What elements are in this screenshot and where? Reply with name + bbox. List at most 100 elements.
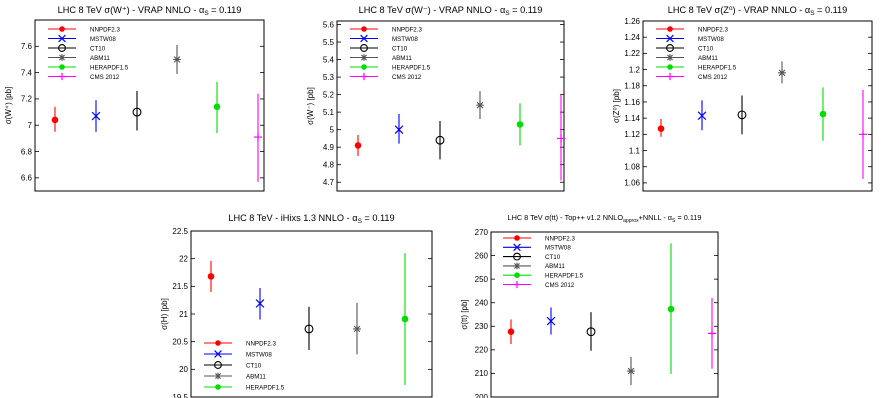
legend-label: MSTW08 (90, 36, 116, 43)
y-tick-label: 260 (475, 251, 489, 260)
legend-marker (59, 26, 65, 32)
data-marker (394, 125, 404, 134)
data-marker (556, 134, 566, 143)
data-point-abm11 (778, 61, 786, 84)
legend-marker (514, 235, 520, 241)
legend-label: ABM11 (392, 55, 412, 62)
data-point-nnpdf2-3 (657, 118, 665, 137)
data-marker (304, 324, 314, 334)
y-tick-label: 7.6 (21, 42, 33, 51)
data-point-abm11 (627, 356, 635, 386)
data-marker (255, 299, 265, 308)
data-point-ct10 (132, 91, 142, 131)
legend-label: MSTW08 (392, 36, 418, 43)
plot-frame (490, 231, 719, 398)
legend-marker (215, 384, 221, 390)
y-tick-label: 1.22 (624, 49, 640, 58)
y-tick-label: 19.5 (172, 393, 188, 398)
y-tick-label: 5 (330, 125, 335, 134)
legend-label: CT10 (545, 254, 561, 261)
legend-item-herapdf1-5: HERAPDF1.5 (350, 64, 431, 71)
y-tick-label: 1.26 (624, 17, 640, 26)
y-tick-label: 230 (475, 322, 489, 331)
data-marker (91, 111, 101, 121)
y-tick-label: 7.4 (21, 68, 33, 77)
y-tick-label: 1.12 (624, 130, 640, 139)
legend-marker (667, 64, 673, 70)
legend-item-ct10: CT10 (204, 361, 262, 369)
data-point-ct10 (737, 95, 747, 135)
y-tick-label: 21 (179, 310, 188, 319)
data-point-herapdf1-5 (516, 103, 524, 146)
legend-item-ct10: CT10 (656, 44, 714, 52)
plot-frame (336, 20, 565, 192)
legend-item-nnpdf2-3: NNPDF2.3 (350, 26, 422, 33)
legend-label: MSTW08 (698, 36, 724, 43)
legend-marker (58, 72, 66, 81)
legend-marker (215, 340, 221, 346)
legend-item-mstw08: MSTW08 (204, 350, 272, 358)
legend-marker (58, 44, 66, 52)
legend-item-ct10: CT10 (503, 252, 561, 261)
y-tick-label: 20.5 (172, 337, 188, 346)
legend-item-nnpdf2-3: NNPDF2.3 (656, 26, 728, 33)
legend-label: CMS 2012 (698, 74, 728, 81)
data-marker (586, 327, 596, 337)
data-point-mstw08 (546, 307, 556, 335)
y-tick-label: 1.1 (629, 146, 641, 155)
legend-marker (360, 44, 368, 52)
y-tick-label: 4.7 (323, 178, 335, 187)
legend-item-ct10: CT10 (48, 44, 106, 52)
data-marker (435, 135, 445, 145)
legend-label: MSTW08 (545, 245, 571, 252)
legend-label: ABM11 (246, 373, 266, 380)
legend-marker (513, 280, 521, 289)
chart-panel-wminus: LHC 8 TeV σ(W⁻) - VRAP NNLO - αS = 0.119… (306, 5, 566, 192)
y-axis-label: σ(Z⁰) [pb] (612, 89, 621, 123)
legend-label: CT10 (698, 45, 714, 52)
data-point-ct10 (304, 306, 314, 350)
y-axis-label: σ(tt) [pb] (460, 299, 469, 329)
data-point-ct10 (435, 120, 445, 160)
legend-item-abm11: ABM11 (350, 54, 412, 62)
legend-marker (58, 34, 66, 43)
data-marker (401, 315, 409, 323)
legend-label: NNPDF2.3 (246, 340, 276, 347)
legend-marker (514, 272, 520, 279)
legend-marker (666, 34, 674, 43)
data-marker (627, 367, 635, 375)
y-tick-label: 6.8 (21, 147, 33, 156)
y-tick-label: 250 (475, 275, 489, 284)
legend-marker (58, 54, 66, 61)
legend-marker (360, 72, 368, 81)
y-tick-label: 5.5 (323, 38, 335, 47)
legend-marker (360, 54, 368, 61)
legend-marker (361, 64, 367, 70)
data-point-cms-2012 (556, 94, 566, 181)
data-marker (667, 305, 675, 313)
data-point-herapdf1-5 (667, 243, 675, 374)
y-tick-label: 5.1 (323, 108, 335, 117)
data-marker (858, 130, 868, 139)
y-tick-label: 7.2 (21, 95, 33, 104)
legend-item-abm11: ABM11 (48, 54, 110, 62)
legend-label: ABM11 (545, 263, 565, 270)
data-point-mstw08 (697, 100, 707, 131)
legend-label: NNPDF2.3 (698, 26, 728, 33)
legend-marker (666, 44, 674, 52)
data-point-cms-2012 (858, 89, 868, 179)
data-point-abm11 (476, 91, 484, 120)
legend-item-abm11: ABM11 (503, 262, 565, 270)
plot-frame (34, 19, 265, 192)
legend-item-mstw08: MSTW08 (656, 34, 724, 43)
legend-label: NNPDF2.3 (392, 26, 422, 33)
y-tick-label: 1.08 (624, 163, 640, 172)
data-marker (132, 107, 142, 117)
legend-item-herapdf1-5: HERAPDF1.5 (48, 64, 129, 71)
data-marker (697, 111, 707, 121)
y-axis-label: σ(W⁻) [pb] (306, 87, 315, 125)
legend-label: CMS 2012 (545, 282, 575, 289)
data-point-cms-2012 (707, 298, 717, 369)
legend-item-herapdf1-5: HERAPDF1.5 (204, 384, 285, 391)
